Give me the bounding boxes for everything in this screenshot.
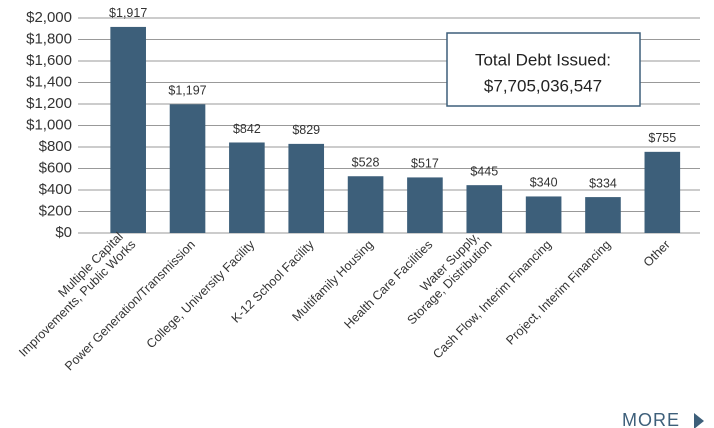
bar — [407, 177, 443, 233]
x-tick-label: Multiple Capital Improvements, Public Wo… — [6, 227, 138, 359]
bar — [585, 197, 621, 233]
value-label: $1,197 — [168, 84, 206, 98]
y-tick-label: $1,400 — [26, 73, 72, 90]
bar — [110, 26, 146, 233]
x-tick-label: College, University Facility — [144, 237, 258, 351]
y-tick-label: $2,000 — [26, 9, 72, 26]
y-tick-label: $400 — [39, 181, 72, 198]
annotation-text: Total Debt Issued: — [475, 50, 611, 69]
value-label: $445 — [470, 164, 498, 178]
bar — [347, 176, 384, 233]
x-tick-label: Power Generation/Transmission — [62, 238, 198, 374]
annotation-box — [446, 32, 641, 107]
y-tick-label: $200 — [39, 202, 72, 219]
y-tick-label: $600 — [39, 159, 72, 176]
value-label: $1,917 — [109, 6, 147, 20]
value-label: $340 — [530, 176, 558, 190]
y-tick-label: $1,600 — [26, 52, 72, 69]
bar — [288, 143, 325, 233]
y-tick-label: $0 — [55, 224, 72, 241]
value-label: $829 — [292, 123, 320, 137]
annotation-text: $7,705,036,547 — [484, 76, 602, 95]
bar — [644, 151, 681, 233]
y-tick-label: $1,200 — [26, 95, 72, 112]
value-label: $334 — [589, 176, 617, 190]
more-label[interactable]: MORE — [622, 410, 680, 428]
bar — [525, 196, 562, 233]
value-label: $842 — [233, 122, 261, 136]
value-label: $517 — [411, 157, 439, 171]
y-tick-label: $1,800 — [26, 30, 72, 47]
y-tick-label: $1,000 — [26, 116, 72, 133]
more-button[interactable]: MORE — [622, 410, 704, 428]
x-tick-label: Project, Interim Financing — [503, 238, 613, 348]
value-label: $755 — [648, 131, 676, 145]
value-label: $528 — [352, 156, 380, 170]
y-tick-label: $800 — [39, 138, 72, 155]
x-tick-label: Other — [641, 238, 673, 270]
more-arrow[interactable] — [694, 413, 704, 428]
bar — [229, 142, 265, 233]
bar — [466, 185, 503, 233]
bar — [169, 104, 206, 233]
